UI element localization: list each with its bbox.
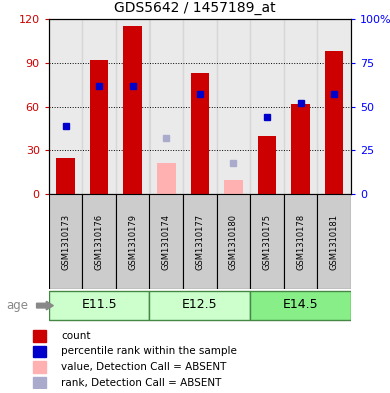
Bar [224,180,243,194]
Bar [217,19,250,194]
Bar [258,136,276,194]
Bar [317,19,351,194]
Bar [32,377,46,388]
Bar [325,51,344,194]
Text: GSM1310176: GSM1310176 [95,213,104,270]
Text: E12.5: E12.5 [182,298,218,311]
Bar [317,194,351,289]
Bar [183,19,217,194]
Text: GDS5642 / 1457189_at: GDS5642 / 1457189_at [114,1,276,15]
Bar [116,19,149,194]
Bar [250,19,284,194]
Bar [250,291,351,320]
Text: GSM1310173: GSM1310173 [61,213,70,270]
Bar [157,163,176,194]
Bar [82,19,116,194]
Bar [32,361,46,373]
Text: value, Detection Call = ABSENT: value, Detection Call = ABSENT [62,362,227,372]
Text: E11.5: E11.5 [81,298,117,311]
Bar [149,291,250,320]
Text: GSM1310178: GSM1310178 [296,213,305,270]
Bar [183,194,217,289]
Bar [82,194,116,289]
Bar [49,291,149,320]
Bar [56,158,75,194]
Bar [32,345,46,357]
Text: GSM1310177: GSM1310177 [195,213,204,270]
Text: GSM1310179: GSM1310179 [128,214,137,270]
Bar [217,194,250,289]
Text: count: count [62,331,91,341]
Text: percentile rank within the sample: percentile rank within the sample [62,346,237,356]
Text: E14.5: E14.5 [283,298,319,311]
Text: GSM1310181: GSM1310181 [330,214,339,270]
Bar [250,194,284,289]
Bar [90,60,108,194]
Bar [291,104,310,194]
Bar [32,330,46,342]
Bar [149,194,183,289]
Bar [191,73,209,194]
Text: age: age [6,299,28,312]
Bar [49,194,82,289]
Bar [49,19,82,194]
Bar [149,19,183,194]
Text: GSM1310175: GSM1310175 [262,214,271,270]
Text: GSM1310174: GSM1310174 [162,214,171,270]
Bar [284,194,317,289]
Bar [124,26,142,194]
Bar [116,194,149,289]
Text: GSM1310180: GSM1310180 [229,214,238,270]
Bar [284,19,317,194]
Text: rank, Detection Call = ABSENT: rank, Detection Call = ABSENT [62,378,222,387]
